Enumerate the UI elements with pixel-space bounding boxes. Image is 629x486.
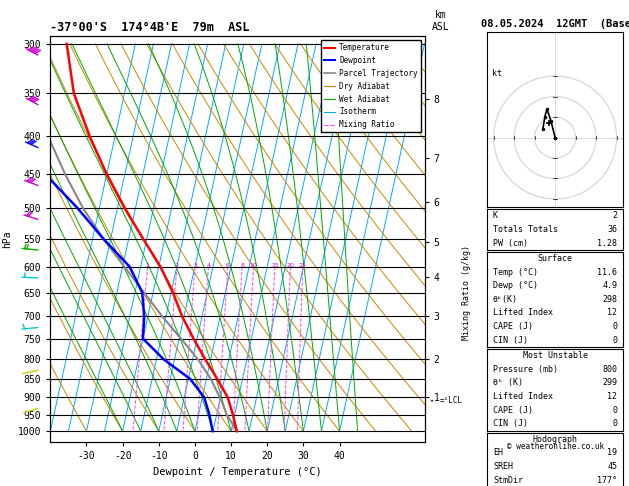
Text: kt: kt (492, 69, 501, 78)
Text: CAPE (J): CAPE (J) (493, 322, 533, 331)
Text: 298: 298 (603, 295, 617, 304)
Text: 0: 0 (612, 336, 617, 345)
Text: K: K (493, 211, 498, 220)
Text: 4.9: 4.9 (603, 281, 617, 290)
Text: 1.28: 1.28 (598, 239, 617, 247)
Text: 177°: 177° (598, 476, 617, 485)
Text: Mixing Ratio (g/kg): Mixing Ratio (g/kg) (462, 245, 471, 340)
Text: 10: 10 (250, 263, 257, 268)
Text: CIN (J): CIN (J) (493, 419, 528, 428)
Text: 36: 36 (608, 225, 617, 234)
Text: Lifted Index: Lifted Index (493, 392, 553, 401)
Text: 15: 15 (271, 263, 279, 268)
Text: 0: 0 (612, 322, 617, 331)
Text: 299: 299 (603, 379, 617, 387)
X-axis label: Dewpoint / Temperature (°C): Dewpoint / Temperature (°C) (153, 467, 322, 477)
Text: 12: 12 (608, 309, 617, 317)
Text: Dewp (°C): Dewp (°C) (493, 281, 538, 290)
Text: 0: 0 (612, 406, 617, 415)
Text: -37°00'S  174°4B'E  79m  ASL: -37°00'S 174°4B'E 79m ASL (50, 21, 250, 34)
Text: Pressure (mb): Pressure (mb) (493, 365, 558, 374)
Text: 2: 2 (175, 263, 179, 268)
Text: θᵏ(K): θᵏ(K) (493, 295, 518, 304)
Text: StmDir: StmDir (493, 476, 523, 485)
Text: 3: 3 (193, 263, 197, 268)
Text: CIN (J): CIN (J) (493, 336, 528, 345)
Text: Lifted Index: Lifted Index (493, 309, 553, 317)
Text: =¹LCL: =¹LCL (440, 396, 463, 405)
Text: Temp (°C): Temp (°C) (493, 268, 538, 277)
Text: 45: 45 (608, 462, 617, 471)
Text: © weatheronline.co.uk: © weatheronline.co.uk (506, 442, 604, 451)
Text: Most Unstable: Most Unstable (523, 351, 587, 360)
Text: 20: 20 (287, 263, 294, 268)
Text: 0: 0 (612, 419, 617, 428)
Y-axis label: hPa: hPa (3, 230, 12, 248)
Text: Surface: Surface (538, 254, 572, 263)
Text: EH: EH (493, 449, 503, 457)
Text: CAPE (J): CAPE (J) (493, 406, 533, 415)
Legend: Temperature, Dewpoint, Parcel Trajectory, Dry Adiabat, Wet Adiabat, Isotherm, Mi: Temperature, Dewpoint, Parcel Trajectory… (321, 40, 421, 132)
Text: 25: 25 (299, 263, 307, 268)
Text: 19: 19 (608, 449, 617, 457)
Text: 2: 2 (612, 211, 617, 220)
Text: 4: 4 (206, 263, 210, 268)
Text: SREH: SREH (493, 462, 513, 471)
Text: 6: 6 (226, 263, 230, 268)
Text: Totals Totals: Totals Totals (493, 225, 558, 234)
Text: Hodograph: Hodograph (533, 435, 577, 444)
Text: 08.05.2024  12GMT  (Base: 06): 08.05.2024 12GMT (Base: 06) (481, 19, 629, 29)
Text: 800: 800 (603, 365, 617, 374)
Text: 8: 8 (240, 263, 244, 268)
Text: PW (cm): PW (cm) (493, 239, 528, 247)
Text: 1: 1 (146, 263, 150, 268)
Text: θᵏ (K): θᵏ (K) (493, 379, 523, 387)
Text: km
ASL: km ASL (431, 10, 449, 32)
Text: 12: 12 (608, 392, 617, 401)
Text: 11.6: 11.6 (598, 268, 617, 277)
